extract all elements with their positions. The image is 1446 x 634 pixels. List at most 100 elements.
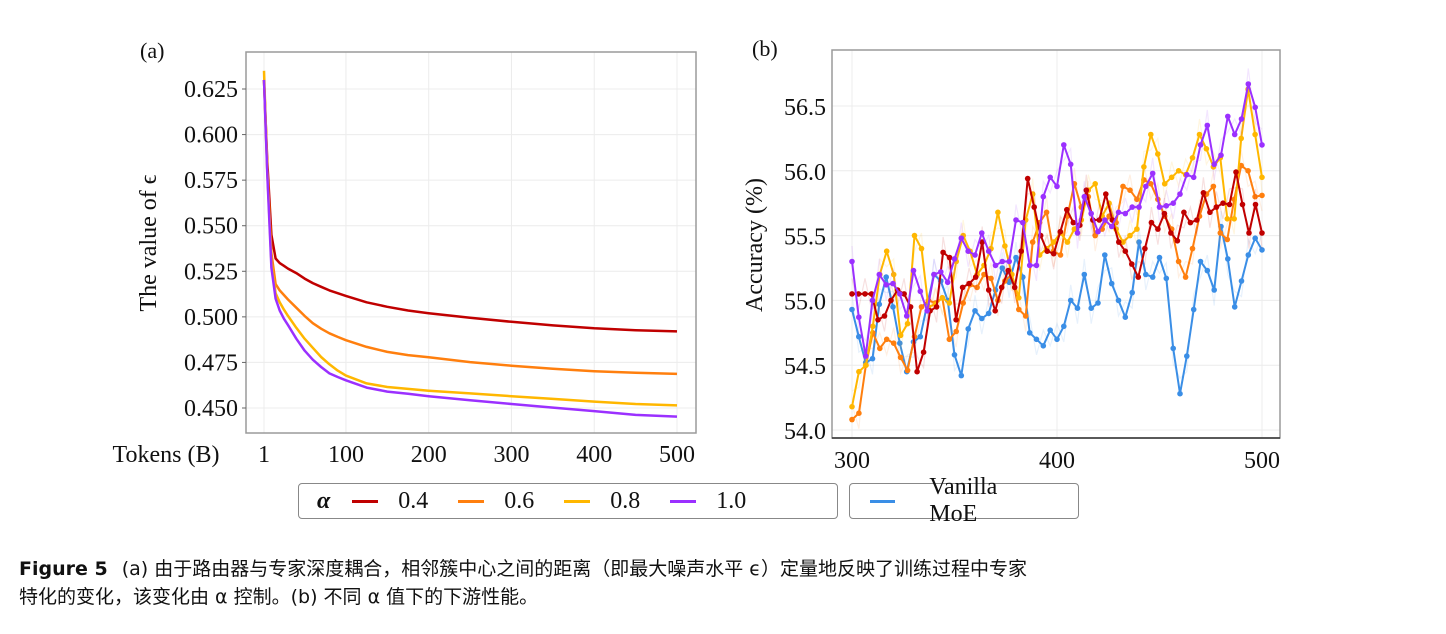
data-point-vanilla-moe (856, 333, 862, 340)
data-point-1.0 (1231, 131, 1238, 138)
x-tick-label: 300 (834, 448, 870, 474)
data-point-0.8 (883, 248, 890, 254)
data-point-0.4 (1252, 201, 1259, 208)
data-point-0.6 (1016, 306, 1022, 313)
y-tick-label: 54.5 (784, 354, 826, 380)
data-point-0.8 (918, 245, 925, 252)
data-point-0.4 (1135, 274, 1142, 280)
data-point-1.0 (1204, 122, 1211, 129)
data-point-0.4 (933, 304, 940, 310)
data-point-0.6 (946, 336, 953, 343)
data-point-vanilla-moe (876, 301, 883, 308)
data-point-vanilla-moe (1136, 239, 1142, 245)
data-point-0.6 (1259, 192, 1265, 199)
data-point-0.6 (1022, 313, 1029, 319)
data-point-vanilla-moe (1238, 278, 1245, 284)
data-point-0.8 (1134, 226, 1140, 232)
data-point-0.4 (1024, 175, 1031, 182)
legend-item-1.0: 1.0 (670, 488, 746, 515)
data-point-0.6 (883, 336, 890, 343)
data-point-vanilla-moe (1061, 323, 1067, 330)
data-point-vanilla-moe (958, 372, 965, 379)
data-point-1.0 (1190, 174, 1197, 181)
data-point-0.4 (966, 280, 972, 287)
y-tick-label: 55.0 (784, 289, 826, 315)
legend-baseline: Vanilla MoE (849, 474, 1079, 527)
figure-label: Figure 5 (19, 558, 108, 580)
data-point-0.4 (1174, 238, 1181, 244)
data-point-0.6 (974, 284, 980, 291)
data-point-vanilla-moe (1129, 289, 1135, 296)
data-point-vanilla-moe (972, 308, 978, 314)
data-point-0.8 (1148, 131, 1154, 138)
data-point-0.6 (1134, 196, 1140, 203)
data-point-1.0 (992, 262, 999, 269)
data-point-1.0 (1177, 191, 1183, 197)
y-tick-label: 0.475 (184, 350, 238, 376)
data-point-0.4 (1213, 204, 1220, 210)
data-point-0.6 (877, 345, 883, 352)
data-point-vanilla-moe (1102, 252, 1108, 258)
data-point-0.4 (1103, 191, 1109, 197)
data-point-0.4 (1018, 248, 1024, 254)
data-point-vanilla-moe (979, 315, 985, 322)
data-point-1.0 (924, 308, 930, 314)
data-point-1.0 (1259, 142, 1265, 148)
data-point-1.0 (1095, 228, 1101, 235)
data-point-0.8 (1050, 239, 1057, 245)
data-point-1.0 (1129, 204, 1135, 210)
data-point-0.8 (1203, 146, 1210, 152)
x-tick-label: 200 (411, 442, 447, 468)
data-point-0.4 (992, 308, 998, 314)
data-point-0.8 (1196, 131, 1203, 138)
y-tick-label: 54.0 (784, 419, 826, 445)
data-point-vanilla-moe (897, 340, 903, 347)
data-point-vanilla-moe (1074, 305, 1081, 312)
data-point-1.0 (979, 230, 985, 236)
legend-label-0.4: 0.4 (398, 487, 429, 514)
data-point-vanilla-moe (890, 304, 896, 310)
data-point-1.0 (965, 248, 971, 254)
series-band-1.0 (851, 68, 1263, 342)
data-point-vanilla-moe (951, 352, 958, 358)
data-point-vanilla-moe (1190, 306, 1197, 313)
data-point-0.8 (1175, 168, 1182, 174)
legend-swatch-0.4 (352, 499, 379, 503)
legend-swatch-vanilla-moe (870, 499, 896, 503)
legend-title-alpha: α (317, 487, 331, 514)
data-point-0.6 (1189, 245, 1196, 252)
data-point-0.6 (988, 275, 994, 282)
x-tick-label: 100 (328, 442, 364, 468)
data-point-1.0 (917, 288, 924, 295)
data-point-1.0 (1088, 210, 1094, 217)
data-point-0.8 (1161, 181, 1168, 187)
data-point-vanilla-moe (1054, 336, 1060, 343)
data-point-0.8 (1064, 239, 1071, 245)
data-point-1.0 (985, 248, 992, 254)
data-point-vanilla-moe (1047, 327, 1053, 334)
data-point-0.6 (849, 416, 855, 423)
data-point-1.0 (1074, 230, 1081, 236)
legend-swatch-0.8 (564, 499, 591, 503)
caption-line-1: Figure 5 (a) 由于路由器与专家深度耦合，相邻簇中心之间的距离（即最大噪… (19, 555, 1439, 583)
y-tick-label: 0.525 (184, 259, 238, 285)
legend-item-0.4: 0.4 (352, 488, 428, 515)
data-point-0.4 (1044, 248, 1050, 254)
data-point-1.0 (1006, 258, 1012, 265)
data-point-vanilla-moe (1108, 280, 1115, 287)
data-point-1.0 (1143, 183, 1149, 190)
data-point-0.8 (856, 368, 862, 375)
data-point-0.8 (1155, 151, 1161, 157)
data-point-1.0 (1081, 193, 1088, 200)
data-point-0.8 (1231, 216, 1237, 222)
data-point-0.8 (1141, 164, 1147, 170)
data-point-0.8 (1252, 131, 1258, 138)
series-line-0.6 (851, 164, 1263, 421)
data-point-0.8 (911, 232, 918, 239)
data-point-0.4 (888, 297, 894, 304)
data-point-vanilla-moe (1259, 247, 1265, 253)
data-point-vanilla-moe (1149, 274, 1156, 280)
data-point-1.0 (890, 280, 896, 287)
data-point-0.4 (1129, 261, 1135, 267)
data-point-0.6 (918, 304, 925, 310)
